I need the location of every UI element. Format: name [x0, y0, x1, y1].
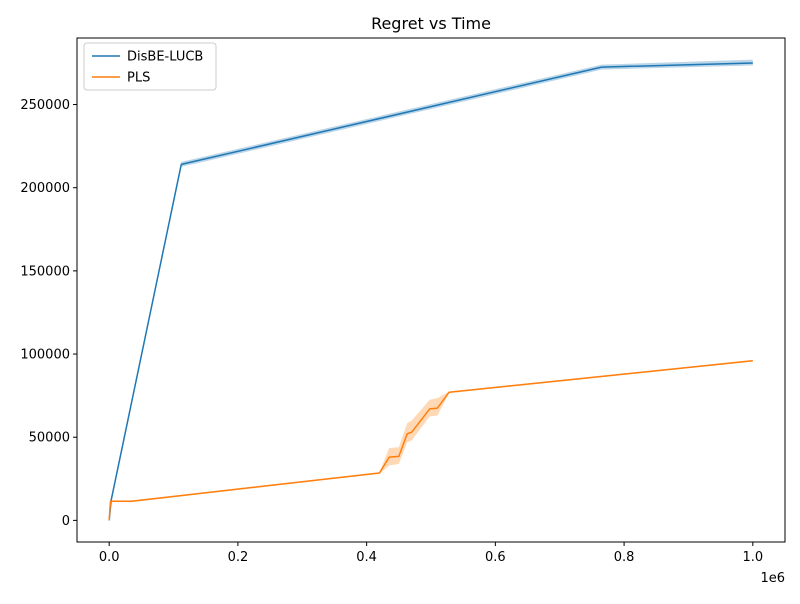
- y-axis: 0 50000 100000 150000 200000 250000: [20, 98, 77, 529]
- chart-title: Regret vs Time: [371, 14, 491, 33]
- y-tick-label: 150000: [20, 264, 70, 279]
- series-line-pls: [108, 359, 753, 521]
- series-lines: [108, 62, 753, 521]
- y-tick-label: 100000: [20, 348, 70, 363]
- x-axis-offset-label: 1e6: [760, 571, 785, 586]
- x-tick-label: 1.0: [742, 550, 763, 565]
- legend-label: PLS: [127, 71, 150, 86]
- legend: DisBE-LUCB PLS: [83, 42, 217, 91]
- y-tick-label: 200000: [20, 181, 70, 196]
- x-tick-label: 0.2: [228, 550, 249, 565]
- plot-frame: [76, 37, 786, 543]
- y-tick-label: 0: [62, 514, 70, 529]
- x-tick-label: 0.6: [485, 550, 506, 565]
- x-axis: 0.0 0.2 0.4 0.6 0.8 1.0: [99, 542, 763, 565]
- x-tick-label: 0.0: [99, 550, 120, 565]
- y-tick-label: 250000: [20, 98, 70, 113]
- x-tick-label: 0.8: [614, 550, 635, 565]
- legend-label: DisBE-LUCB: [127, 50, 203, 65]
- legend-box: [83, 42, 217, 91]
- y-tick-label: 50000: [29, 431, 70, 446]
- x-tick-label: 0.4: [356, 550, 377, 565]
